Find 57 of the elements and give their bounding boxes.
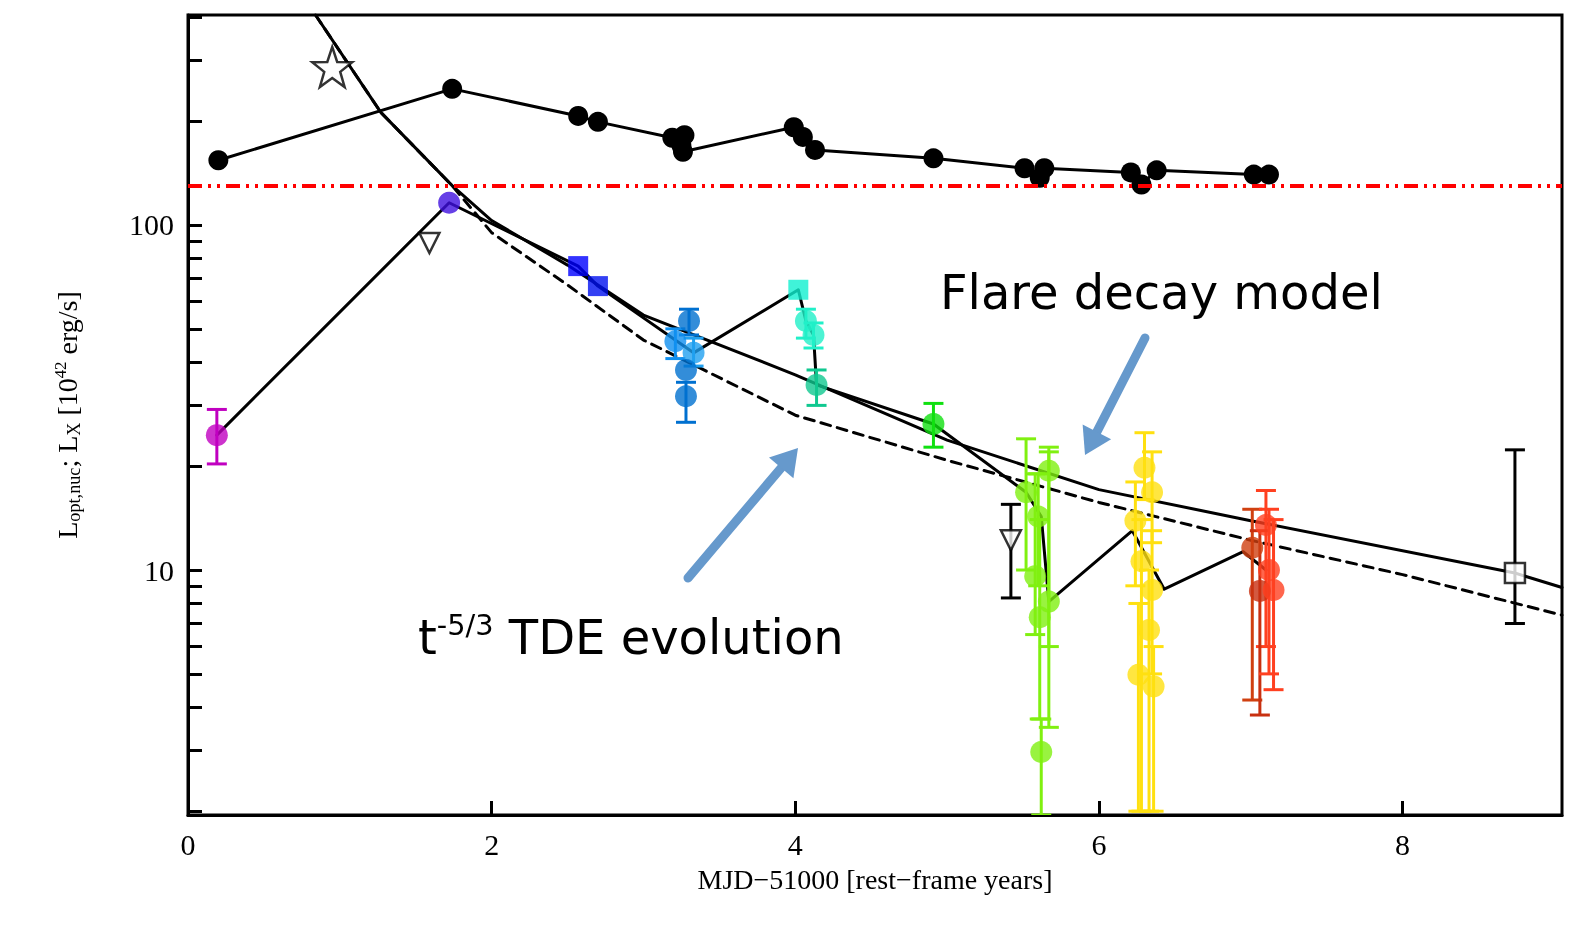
point bbox=[1259, 164, 1279, 185]
point bbox=[1503, 561, 1527, 585]
x-tick-label: 4 bbox=[787, 827, 803, 861]
point bbox=[1124, 509, 1147, 532]
x-tick-label: 6 bbox=[1091, 827, 1107, 861]
point bbox=[1024, 565, 1047, 588]
point bbox=[1258, 559, 1280, 582]
point bbox=[1037, 590, 1060, 613]
point bbox=[1014, 158, 1035, 179]
x-tick-label: 2 bbox=[484, 827, 500, 861]
point bbox=[675, 358, 697, 381]
point bbox=[788, 279, 809, 300]
point bbox=[309, 43, 356, 91]
y-tick-label: 100 bbox=[129, 208, 174, 242]
point bbox=[1133, 456, 1156, 479]
point bbox=[923, 148, 944, 169]
point bbox=[664, 330, 687, 353]
x-tick-label: 0 bbox=[180, 827, 196, 861]
point bbox=[1127, 663, 1150, 686]
point bbox=[568, 256, 589, 277]
point bbox=[1120, 162, 1141, 183]
point bbox=[1141, 579, 1164, 602]
point bbox=[805, 373, 828, 396]
point bbox=[792, 126, 813, 147]
point bbox=[1015, 481, 1038, 504]
point bbox=[1130, 550, 1153, 573]
point bbox=[1254, 514, 1277, 537]
point bbox=[805, 139, 826, 160]
point bbox=[1028, 606, 1051, 629]
point bbox=[1027, 505, 1050, 528]
point bbox=[418, 231, 441, 255]
point bbox=[1034, 158, 1055, 179]
point bbox=[675, 385, 697, 408]
point bbox=[568, 105, 589, 126]
point bbox=[438, 191, 461, 214]
point bbox=[1241, 536, 1264, 559]
point bbox=[1037, 459, 1060, 482]
y-tick-label: 10 bbox=[144, 553, 174, 587]
point bbox=[1142, 675, 1165, 698]
point bbox=[999, 528, 1023, 552]
point bbox=[678, 309, 701, 332]
point bbox=[1262, 579, 1285, 602]
y-axis-title: Lopt,nuc; LX [1042 erg/s] bbox=[51, 291, 84, 539]
point bbox=[682, 341, 705, 364]
annotation: Flare decay model bbox=[940, 264, 1383, 320]
point bbox=[587, 111, 608, 132]
point bbox=[1138, 619, 1161, 642]
point bbox=[442, 78, 463, 99]
point bbox=[1146, 160, 1167, 181]
x-tick-label: 8 bbox=[1395, 827, 1411, 861]
point bbox=[587, 276, 608, 297]
point bbox=[205, 424, 228, 447]
point bbox=[1030, 740, 1053, 763]
point bbox=[922, 412, 945, 435]
point bbox=[208, 150, 229, 171]
x-axis-title: MJD−51000 [rest−frame years] bbox=[697, 863, 1053, 895]
point bbox=[1141, 481, 1164, 504]
